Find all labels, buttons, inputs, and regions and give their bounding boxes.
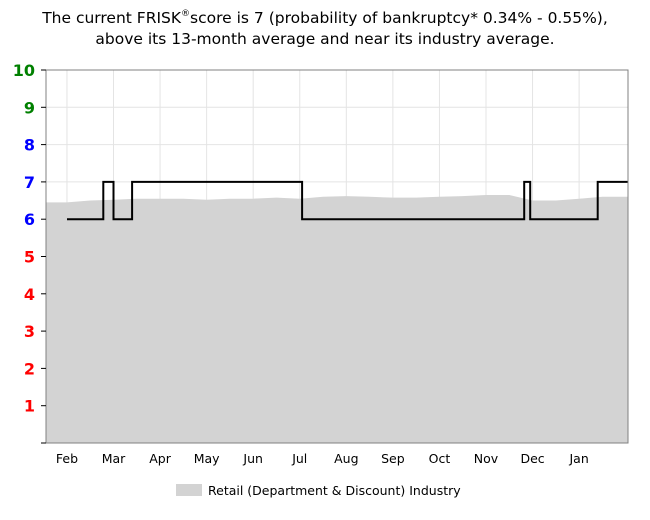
x-tick-label: May <box>194 451 220 466</box>
title-text-part2: score is 7 (probability of bankruptcy* 0… <box>190 9 608 27</box>
x-tick-label: Oct <box>429 451 451 466</box>
registered-mark: ® <box>181 9 191 19</box>
industry-area <box>46 195 628 443</box>
x-tick-label: Apr <box>149 451 171 466</box>
legend: Retail (Department & Discount) Industry <box>176 482 461 498</box>
y-tick-label: 4 <box>24 285 35 304</box>
y-tick-label: 2 <box>24 359 35 378</box>
legend-label: Retail (Department & Discount) Industry <box>208 482 461 498</box>
x-tick-label: Sep <box>381 451 405 466</box>
y-tick-labels: 1 2 3 4 5 6 7 8 9 10 <box>13 61 35 416</box>
title-line-2: above its 13-month average and near its … <box>95 30 555 48</box>
y-tick-label: 10 <box>13 61 35 80</box>
x-tick-label: Aug <box>334 451 358 466</box>
frisk-score-line <box>67 180 628 221</box>
y-tick-label: 6 <box>24 210 35 229</box>
y-tick-label: 5 <box>24 248 35 267</box>
title-line-1: The current FRISK®score is 7 (probabilit… <box>0 4 650 29</box>
y-tick-label: 1 <box>24 397 35 416</box>
y-tick-label: 3 <box>24 322 35 341</box>
y-tick-label: 7 <box>24 173 35 192</box>
legend-swatch <box>176 484 202 496</box>
y-tick-label: 9 <box>24 98 35 117</box>
title-text-part1: The current FRISK <box>42 9 182 27</box>
industry-area-layer <box>46 195 628 443</box>
x-tick-label: Dec <box>520 451 544 466</box>
x-tick-label: Jul <box>291 451 307 466</box>
chart-title: The current FRISK®score is 7 (probabilit… <box>0 4 650 50</box>
x-tick-label: Nov <box>474 451 499 466</box>
y-tick-label: 8 <box>24 136 35 155</box>
x-tick-label: Jun <box>242 451 263 466</box>
axes <box>41 69 629 444</box>
x-tick-label: Mar <box>102 451 126 466</box>
x-tick-label: Jan <box>568 451 588 466</box>
score-line-layer <box>67 180 628 221</box>
x-tick-labels: Feb Mar Apr May Jun Jul Aug Sep Oct Nov Dec Jan <box>56 451 589 466</box>
x-tick-label: Feb <box>56 451 78 466</box>
